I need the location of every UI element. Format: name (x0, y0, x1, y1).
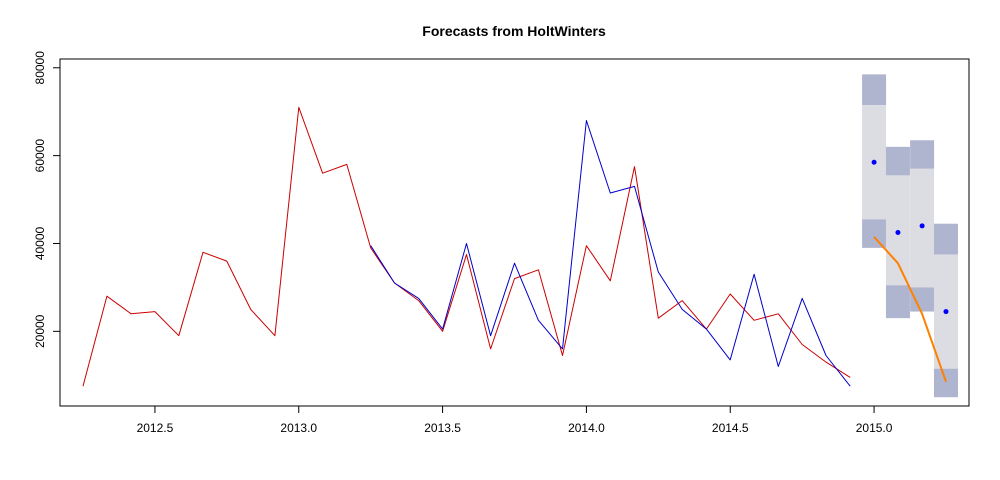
overlay-series-line (873, 236, 947, 383)
forecast-point (919, 223, 925, 229)
y-tick-label: 20000 (33, 314, 47, 348)
x-tick-label: 2012.5 (137, 421, 174, 435)
band-upper-cap (910, 140, 935, 169)
band-lower-cap (885, 285, 910, 319)
band-lower-cap (910, 287, 935, 312)
forecast-point (895, 230, 901, 235)
plot-area-frame (59, 58, 970, 407)
band-upper-cap (862, 74, 887, 106)
observed-series-line (82, 106, 851, 387)
y-axis: 20000 40000 60000 80000 (33, 51, 61, 348)
fitted-series-line (370, 120, 851, 387)
band-lower-cap (933, 368, 958, 398)
y-tick-label: 60000 (33, 139, 47, 173)
series-lines (82, 106, 947, 387)
x-tick-label: 2015.0 (856, 421, 893, 435)
band-lower-cap (862, 219, 887, 248)
x-tick-label: 2014.5 (712, 421, 749, 435)
forecast-interval-bands (862, 74, 958, 398)
chart-title: Forecasts from HoltWinters (422, 23, 606, 39)
x-tick-label: 2014.0 (568, 421, 605, 435)
band-upper-cap (933, 223, 958, 255)
x-tick-label: 2013.0 (280, 421, 317, 435)
forecast-point (943, 309, 949, 315)
x-axis: 2012.5 2013.0 2013.5 2014.0 2014.5 2015.0 (137, 405, 893, 435)
y-tick-label: 40000 (33, 226, 47, 260)
x-tick-label: 2013.5 (424, 421, 461, 435)
band-upper-cap (885, 146, 910, 176)
forecast-point-markers (871, 159, 949, 315)
forecast-point (871, 159, 877, 165)
y-tick-label: 80000 (33, 51, 47, 85)
